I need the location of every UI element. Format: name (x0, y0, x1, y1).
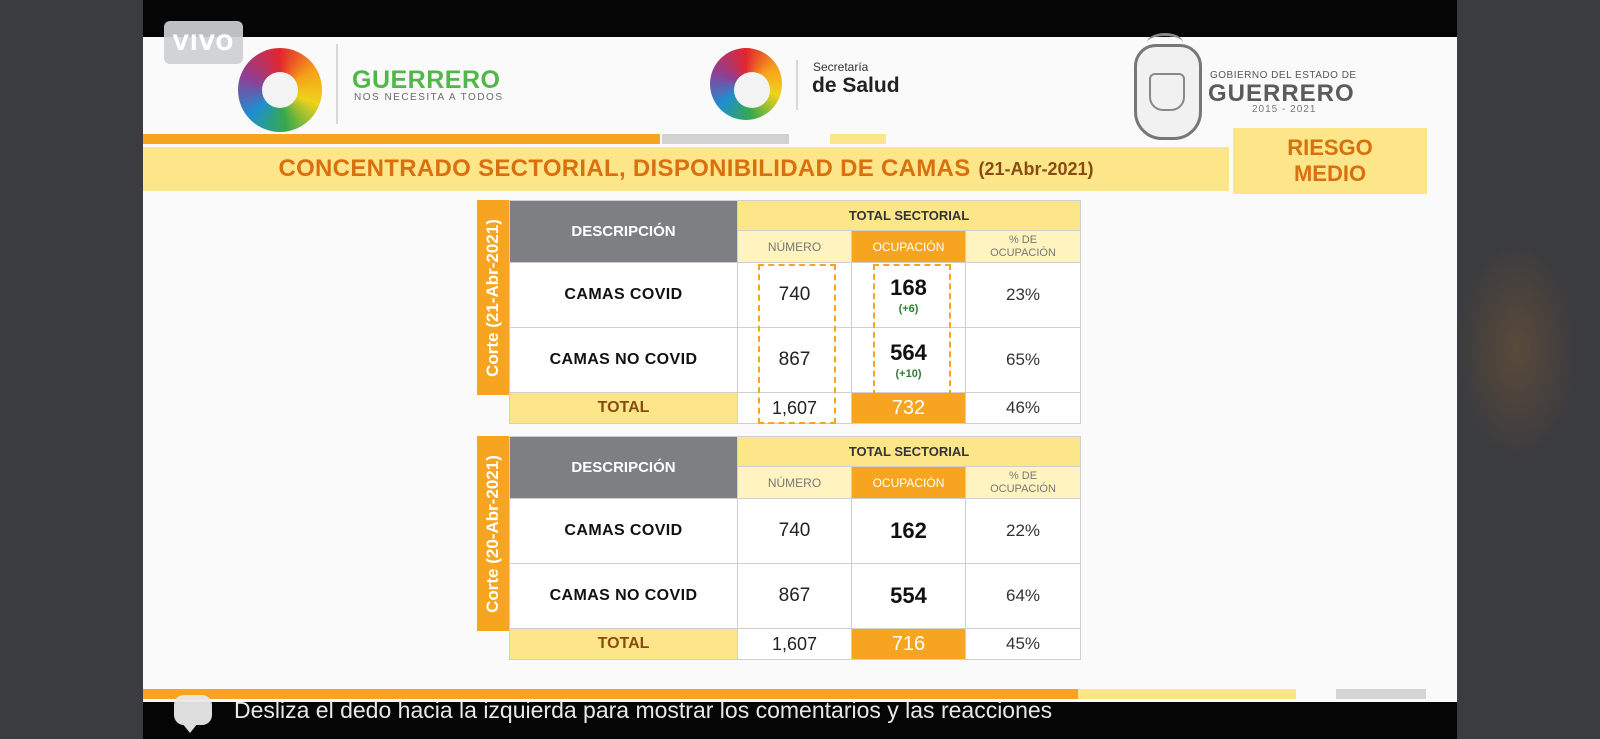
footer-strip-gray (1336, 689, 1426, 699)
total-label: TOTAL (509, 392, 738, 424)
cell-ocupacion: 564 (+10) (851, 327, 966, 393)
ocupacion-delta: (+6) (898, 303, 919, 315)
row-label: CAMAS COVID (509, 262, 738, 328)
live-badge: VIVO (164, 21, 243, 64)
table-total-row: TOTAL 1,607 716 45% (509, 628, 1082, 660)
cell-pct: 64% (964, 563, 1082, 629)
table-row: CAMAS NO COVID 867 564 (+10) 65% (509, 327, 1082, 393)
ocupacion-delta: (+10) (895, 368, 922, 380)
row-label: CAMAS NO COVID (509, 563, 738, 629)
column-header-ocupacion: OCUPACIÓN (851, 466, 966, 499)
column-header-pct-ocupacion: % DE OCUPACIÓN (964, 230, 1082, 263)
table-row: CAMAS COVID 740 162 22% (509, 498, 1082, 564)
salud-label-big: de Salud (812, 74, 900, 97)
header-strip-yellow (830, 134, 886, 144)
cell-ocupacion: 162 (851, 498, 966, 564)
total-label: TOTAL (509, 628, 738, 660)
total-ocupacion: 716 (851, 628, 966, 660)
column-header-ocupacion: OCUPACIÓN (851, 230, 966, 263)
column-header-description: DESCRIPCIÓN (509, 200, 738, 263)
ocupacion-value: 564 (890, 340, 927, 365)
total-pct: 45% (964, 628, 1082, 660)
video-bottom-bar (143, 702, 1457, 739)
video-right-margin (1457, 0, 1600, 739)
cell-pct: 65% (964, 327, 1082, 393)
table-side-tab: Corte (20-Abr-2021) (477, 436, 509, 631)
total-numero: 1,607 (737, 628, 852, 660)
comments-hint-text: Desliza el dedo hacia la izquierda para … (234, 696, 1053, 723)
beds-table-current: DESCRIPCIÓN TOTAL SECTORIAL NÚMERO OCUPA… (509, 200, 1082, 424)
logo-divider (336, 44, 338, 124)
comment-bubble-icon[interactable] (174, 695, 212, 733)
table-cutoff-label: Corte (20-Abr-2021) (483, 454, 502, 613)
ocupacion-value: 168 (890, 275, 927, 300)
salud-knot-logo-icon (710, 48, 782, 120)
header-strip-orange (143, 134, 660, 144)
pct-header-line1: % DE (1008, 233, 1038, 246)
column-header-description: DESCRIPCIÓN (509, 436, 738, 499)
cell-ocupacion: 168 (+6) (851, 262, 966, 328)
row-label: CAMAS COVID (509, 498, 738, 564)
cell-numero: 740 (737, 262, 852, 328)
salud-label-small: Secretaría (813, 60, 869, 74)
risk-level-badge: RIESGO MEDIO (1233, 128, 1427, 194)
table-cutoff-label: Corte (21-Abr-2021) (483, 218, 502, 377)
pct-header-line1: % DE (1008, 469, 1038, 482)
slide-title: CONCENTRADO SECTORIAL, DISPONIBILIDAD DE… (278, 155, 971, 182)
guerrero-knot-logo-icon (238, 48, 322, 132)
footer-strip-yellow (1078, 689, 1296, 699)
state-seal-icon (1134, 33, 1202, 140)
slide-title-date: (21-Abr-2021) (978, 158, 1094, 179)
table-side-tab: Corte (21-Abr-2021) (477, 200, 509, 395)
logo-divider (796, 60, 798, 110)
cell-numero: 867 (737, 563, 852, 629)
total-ocupacion: 732 (851, 392, 966, 424)
title-band: CONCENTRADO SECTORIAL, DISPONIBILIDAD DE… (143, 147, 1229, 191)
row-label: CAMAS NO COVID (509, 327, 738, 393)
table-row: CAMAS COVID 740 168 (+6) 23% (509, 262, 1082, 328)
cell-ocupacion: 554 (851, 563, 966, 629)
group-header-total-sectorial: TOTAL SECTORIAL (736, 436, 1082, 467)
column-header-pct-ocupacion: % DE OCUPACIÓN (964, 466, 1082, 499)
cell-numero: 867 (737, 327, 852, 393)
guerrero-brand-tagline: NOS NECESITA A TODOS (354, 92, 504, 103)
guerrero-brand-name: GUERRERO (352, 66, 501, 94)
table-total-row: TOTAL 1,607 732 46% (509, 392, 1082, 424)
cell-numero: 740 (737, 498, 852, 564)
header-strip-gray (662, 134, 789, 144)
gobierno-label-small: GOBIERNO DEL ESTADO DE (1210, 70, 1357, 81)
video-left-margin (0, 0, 143, 739)
pct-header-line2: OCUPACIÓN (990, 246, 1056, 259)
cell-pct: 22% (964, 498, 1082, 564)
total-numero: 1,607 (737, 392, 852, 424)
comments-swipe-hint[interactable]: Desliza el dedo hacia la izquierda para … (174, 690, 1053, 733)
footer-strip-orange (143, 689, 1078, 699)
column-header-numero: NÚMERO (737, 230, 852, 263)
cell-pct: 23% (964, 262, 1082, 328)
pct-header-line2: OCUPACIÓN (990, 482, 1056, 495)
risk-label-line2: MEDIO (1293, 161, 1367, 186)
video-top-bar (143, 0, 1457, 37)
risk-label-line1: RIESGO (1287, 135, 1373, 160)
beds-table-previous: DESCRIPCIÓN TOTAL SECTORIAL NÚMERO OCUPA… (509, 436, 1082, 660)
gobierno-years: 2015 - 2021 (1252, 104, 1317, 115)
table-row: CAMAS NO COVID 867 554 64% (509, 563, 1082, 629)
column-header-numero: NÚMERO (737, 466, 852, 499)
group-header-total-sectorial: TOTAL SECTORIAL (736, 200, 1082, 231)
gobierno-label-big: GUERRERO (1208, 80, 1355, 107)
total-pct: 46% (964, 392, 1082, 424)
